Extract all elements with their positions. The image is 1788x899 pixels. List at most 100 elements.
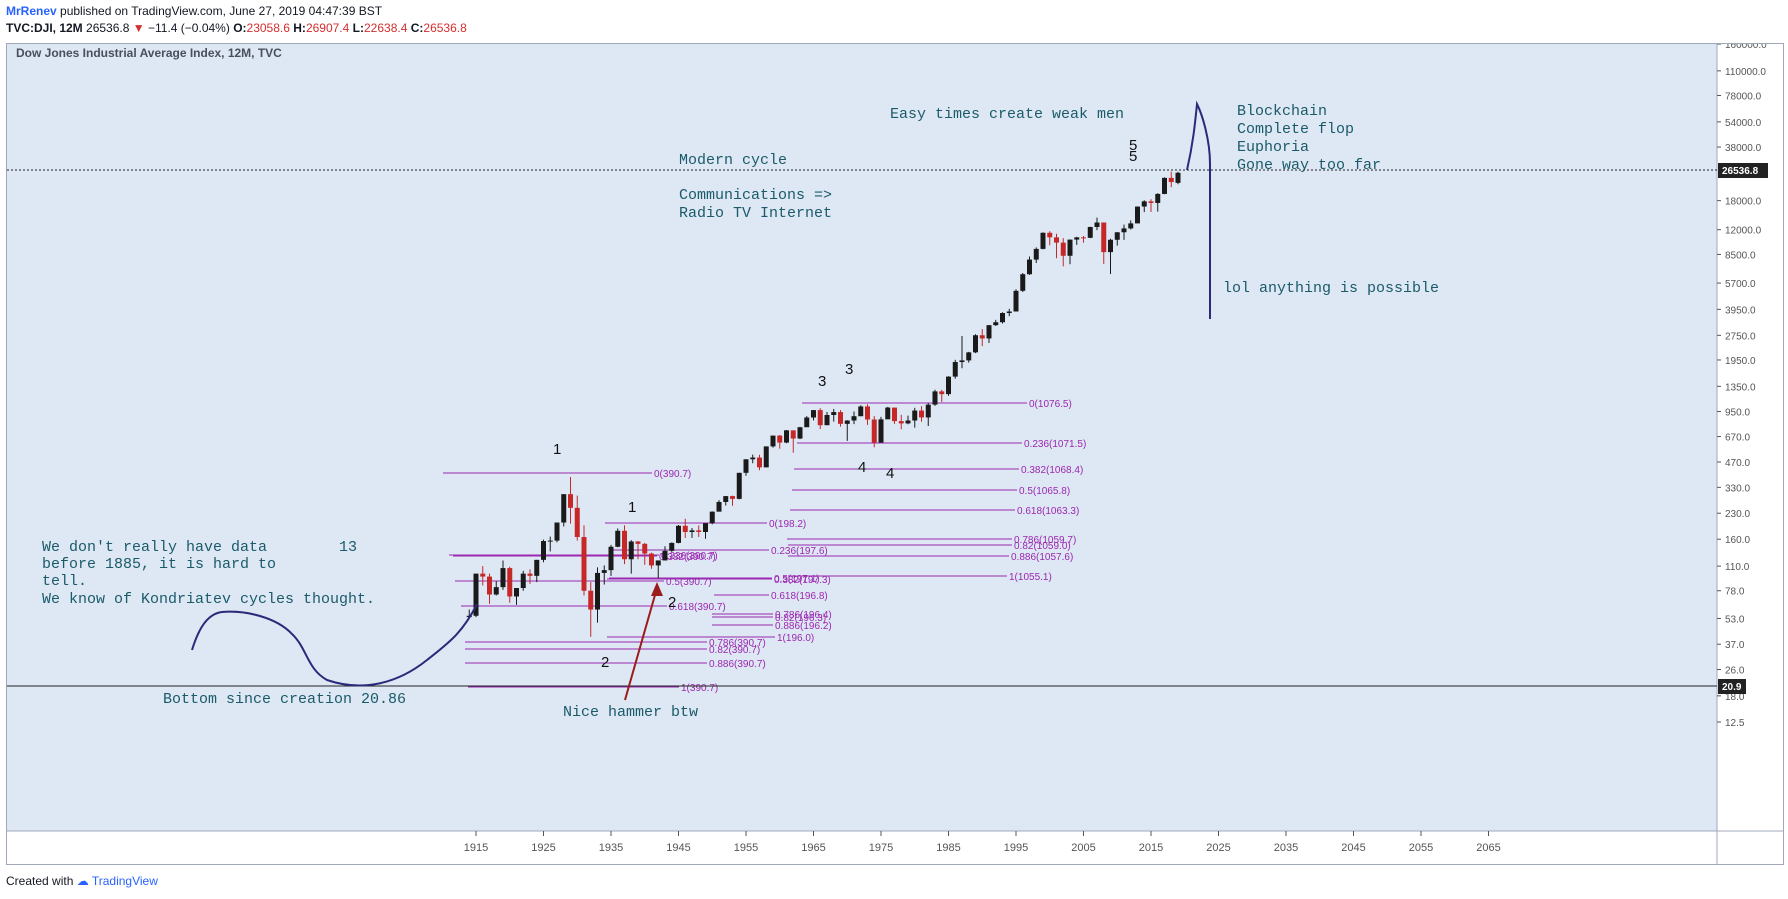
candle-body[interactable] (784, 430, 789, 443)
candle-body[interactable] (581, 537, 587, 591)
candle-body[interactable] (1175, 172, 1181, 183)
candle-body[interactable] (723, 496, 729, 502)
candle-body[interactable] (493, 587, 499, 595)
candle-body[interactable] (487, 576, 492, 595)
candle-body[interactable] (919, 410, 924, 418)
candle-body[interactable] (905, 420, 911, 424)
candle-body[interactable] (473, 573, 479, 616)
candle-body[interactable] (500, 568, 506, 588)
candle-body[interactable] (696, 530, 702, 532)
candle-body[interactable] (736, 472, 742, 499)
candle-body[interactable] (568, 494, 573, 508)
candle-body[interactable] (574, 507, 580, 538)
candle-body[interactable] (642, 543, 648, 554)
candle-body[interactable] (763, 446, 769, 468)
candle-body[interactable] (541, 541, 546, 560)
candle-body[interactable] (1047, 232, 1053, 238)
candle-body[interactable] (817, 410, 823, 426)
candle-body[interactable] (986, 325, 992, 339)
candle-body[interactable] (932, 391, 938, 405)
candle-body[interactable] (669, 542, 675, 551)
candle-body[interactable] (527, 573, 533, 576)
chart-frame[interactable]: Dow Jones Industrial Average Index, 12M,… (6, 40, 1784, 865)
candle-body[interactable] (871, 419, 877, 443)
candle-body[interactable] (1108, 239, 1113, 253)
candle-body[interactable] (588, 590, 594, 610)
candle-body[interactable] (561, 494, 567, 523)
candle-body[interactable] (743, 459, 749, 473)
candle-body[interactable] (655, 560, 661, 566)
candle-body[interactable] (1155, 193, 1161, 203)
candle-body[interactable] (520, 573, 526, 589)
candle-body[interactable] (939, 391, 945, 395)
candle-body[interactable] (858, 406, 864, 417)
time-axis[interactable]: 1915 1925 1935 1945 1955 1965 1975 1985 1995 2005… (464, 831, 1501, 854)
candle-body[interactable] (831, 412, 837, 416)
candle-body[interactable] (797, 427, 803, 439)
candle-body[interactable] (804, 417, 810, 428)
candle-body[interactable] (1168, 177, 1174, 183)
candle-body[interactable] (676, 525, 681, 543)
candle-body[interactable] (608, 546, 614, 571)
candle-body[interactable] (946, 376, 951, 395)
candle-body[interactable] (622, 530, 627, 560)
candle-body[interactable] (1148, 201, 1154, 203)
candle-body[interactable] (1040, 232, 1046, 249)
candle-body[interactable] (757, 457, 762, 468)
candle-body[interactable] (811, 410, 816, 418)
candle-body[interactable] (1027, 259, 1032, 275)
candle-body[interactable] (480, 573, 486, 577)
candle-body[interactable] (838, 412, 843, 424)
price-axis[interactable]: 160000.0 110000.0 78000.0 54000.0 38000.0 180… (1717, 40, 1768, 729)
candle-body[interactable] (1060, 242, 1066, 256)
candle-body[interactable] (1162, 177, 1167, 194)
candle-body[interactable] (993, 322, 999, 326)
candle-body[interactable] (709, 511, 715, 524)
candle-body[interactable] (1101, 222, 1107, 253)
candle-body[interactable] (885, 407, 891, 420)
candle-body[interactable] (892, 407, 897, 422)
candle-body[interactable] (703, 523, 708, 532)
candle-body[interactable] (554, 522, 560, 541)
candle-body[interactable] (1074, 237, 1080, 240)
candlestick-chart[interactable]: Dow Jones Industrial Average Index, 12M,… (7, 40, 1783, 864)
candle-body[interactable] (777, 435, 783, 443)
candle-body[interactable] (750, 457, 756, 460)
candle-body[interactable] (973, 335, 978, 353)
candle-body[interactable] (1094, 222, 1100, 227)
candle-body[interactable] (514, 588, 519, 597)
author-name[interactable]: MrRenev (6, 4, 57, 18)
candle-body[interactable] (716, 501, 722, 512)
candle-body[interactable] (844, 420, 850, 424)
candle-body[interactable] (635, 541, 641, 544)
candle-body[interactable] (1013, 290, 1019, 312)
candle-body[interactable] (1081, 237, 1086, 239)
candle-body[interactable] (979, 335, 985, 339)
candle-body[interactable] (682, 525, 688, 532)
candle-body[interactable] (1020, 274, 1026, 291)
candle-body[interactable] (878, 419, 884, 443)
candle-body[interactable] (790, 430, 796, 439)
candle-body[interactable] (1006, 311, 1012, 314)
candle-body[interactable] (1141, 201, 1147, 207)
candle-body[interactable] (898, 421, 904, 424)
candle-body[interactable] (966, 352, 972, 361)
candle-body[interactable] (1114, 232, 1120, 240)
tradingview-logo-icon[interactable]: ☁ (76, 874, 89, 888)
candle-body[interactable] (1121, 228, 1127, 233)
candle-body[interactable] (1087, 226, 1093, 238)
candle-body[interactable] (547, 540, 553, 542)
plot-background[interactable] (7, 44, 1717, 831)
candle-body[interactable] (824, 415, 830, 426)
tradingview-brand[interactable]: TradingView (91, 874, 158, 888)
candle-body[interactable] (689, 530, 695, 532)
candle-body[interactable] (662, 550, 668, 561)
candle-body[interactable] (595, 572, 600, 610)
candle-body[interactable] (1135, 206, 1140, 224)
candle-body[interactable] (507, 568, 513, 597)
candle-body[interactable] (730, 496, 735, 499)
candle-body[interactable] (770, 435, 776, 447)
candle-body[interactable] (865, 406, 870, 420)
candle-body[interactable] (959, 360, 965, 363)
candle-body[interactable] (534, 559, 540, 576)
